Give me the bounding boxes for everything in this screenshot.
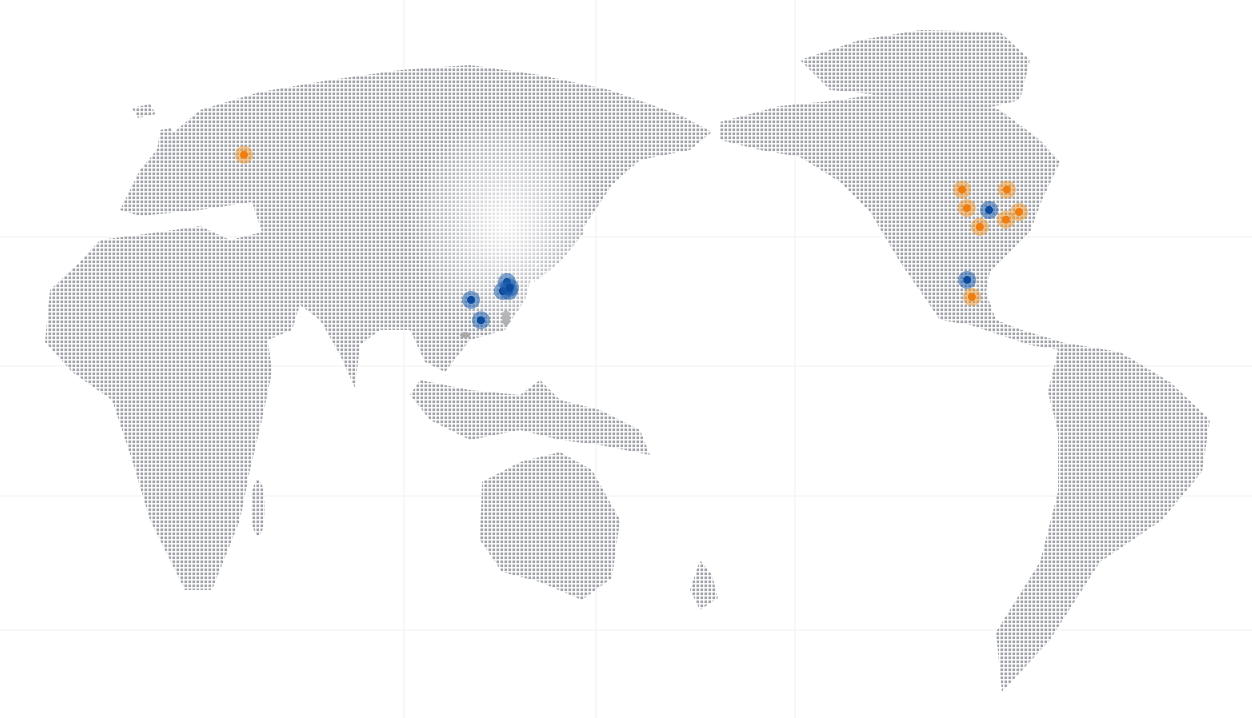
map-marker-orange[interactable] [1009, 202, 1028, 221]
marker-core [476, 316, 485, 325]
map-marker-orange[interactable] [997, 180, 1016, 199]
marker-core [1001, 215, 1010, 224]
iceland [132, 104, 156, 118]
new-zealand [690, 560, 718, 610]
map-marker-orange[interactable] [953, 180, 972, 199]
map-marker-blue[interactable] [958, 270, 977, 289]
marker-core [967, 292, 976, 301]
north-america [720, 90, 1080, 352]
map-marker-orange[interactable] [957, 199, 976, 218]
madagascar [251, 480, 265, 536]
uk [156, 128, 178, 165]
map-marker-orange[interactable] [235, 145, 253, 164]
greenland-arctic [800, 30, 1030, 110]
map-marker-blue[interactable] [500, 278, 519, 297]
marker-core [1002, 185, 1011, 194]
australia [480, 452, 620, 600]
marker-core [240, 150, 248, 159]
marker-core [985, 206, 994, 215]
map-marker-orange[interactable] [962, 287, 981, 306]
map-marker-blue[interactable] [462, 290, 481, 309]
map-marker-blue[interactable] [980, 201, 999, 220]
marker-core [467, 295, 476, 304]
marker-core [962, 204, 971, 213]
hainan [460, 332, 470, 338]
southeast-asia-islands [410, 380, 650, 455]
map-marker-orange[interactable] [970, 217, 989, 236]
marker-core [958, 185, 967, 194]
markers-layer [235, 145, 1028, 330]
map-marker-blue[interactable] [471, 311, 490, 330]
marker-core [1014, 207, 1023, 216]
south-america [996, 342, 1210, 692]
marker-core [975, 222, 984, 231]
land [45, 30, 1210, 692]
marker-core [505, 283, 514, 292]
density-fade [410, 115, 600, 335]
map-marker-orange[interactable] [996, 210, 1015, 229]
marker-core [963, 275, 972, 284]
